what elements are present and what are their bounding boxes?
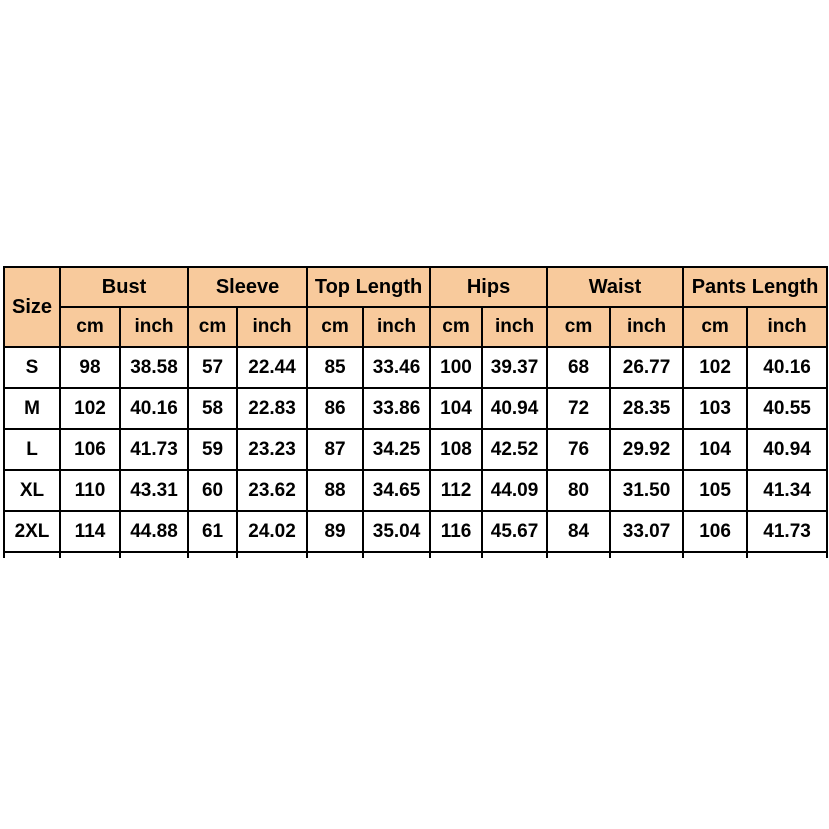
value-cell: 40.55 (746, 387, 829, 430)
value-cell: 100 (429, 346, 484, 389)
unit-hips-inch: inch (481, 306, 549, 348)
table-row-s: S 98 38.58 57 22.44 85 33.46 100 39.37 6… (3, 346, 829, 389)
value-cell: 44.88 (118, 510, 190, 553)
size-cell: L (3, 428, 61, 471)
value-cell: 22.83 (236, 387, 309, 430)
value-cell: 105 (682, 469, 749, 512)
unit-waist-cm: cm (546, 306, 612, 348)
header-group-sleeve: Sleeve (187, 266, 309, 308)
value-cell: 88 (306, 469, 365, 512)
table-row-xl: XL 110 43.31 60 23.62 88 34.65 112 44.09… (3, 469, 829, 512)
value-cell: 31.50 (609, 469, 685, 512)
value-cell: 106 (59, 428, 121, 471)
table-row-l: L 106 41.73 59 23.23 87 34.25 108 42.52 … (3, 428, 829, 471)
value-cell: 76 (546, 428, 612, 471)
value-cell: 89 (306, 510, 365, 553)
value-cell: 38.58 (118, 346, 190, 389)
value-cell: 106 (682, 510, 749, 553)
value-cell: 68 (546, 346, 612, 389)
value-cell: 44.09 (481, 469, 549, 512)
value-cell: 43.31 (118, 469, 190, 512)
header-unit-row: cm inch cm inch cm inch cm inch cm inch … (4, 306, 829, 348)
unit-bust-cm: cm (59, 306, 121, 348)
size-cell: XL (3, 469, 61, 512)
value-cell: 108 (429, 428, 484, 471)
value-cell: 33.07 (609, 510, 685, 553)
value-cell: 45.67 (481, 510, 549, 553)
table-row-m: M 102 40.16 58 22.83 86 33.86 104 40.94 … (3, 387, 829, 430)
unit-pants-length-cm: cm (682, 306, 749, 348)
header-group-row: Size Bust Sleeve Top Length Hips Waist P… (3, 266, 829, 348)
value-cell: 60 (187, 469, 239, 512)
value-cell: 87 (306, 428, 365, 471)
value-cell: 41.34 (746, 469, 829, 512)
unit-hips-cm: cm (429, 306, 484, 348)
header-group-bust: Bust (58, 266, 190, 308)
value-cell: 34.65 (362, 469, 432, 512)
cropped-row-stub (3, 551, 829, 558)
value-cell: 59 (187, 428, 239, 471)
value-cell: 84 (546, 510, 612, 553)
value-cell: 33.46 (362, 346, 432, 389)
value-cell: 42.52 (481, 428, 549, 471)
value-cell: 61 (187, 510, 239, 553)
unit-top-length-cm: cm (306, 306, 365, 348)
unit-waist-inch: inch (609, 306, 685, 348)
value-cell: 22.44 (236, 346, 309, 389)
table-row-2xl: 2XL 114 44.88 61 24.02 89 35.04 116 45.6… (3, 510, 829, 553)
value-cell: 41.73 (746, 510, 829, 553)
value-cell: 40.94 (746, 428, 829, 471)
value-cell: 39.37 (481, 346, 549, 389)
value-cell: 72 (546, 387, 612, 430)
value-cell: 112 (429, 469, 484, 512)
value-cell: 23.62 (236, 469, 309, 512)
unit-bust-inch: inch (118, 306, 190, 348)
value-cell: 40.16 (118, 387, 190, 430)
value-cell: 104 (429, 387, 484, 430)
value-cell: 41.73 (118, 428, 190, 471)
value-cell: 116 (429, 510, 484, 553)
value-cell: 80 (546, 469, 612, 512)
unit-top-length-inch: inch (362, 306, 432, 348)
value-cell: 26.77 (609, 346, 685, 389)
value-cell: 24.02 (236, 510, 309, 553)
value-cell: 102 (682, 346, 749, 389)
size-chart-table: Size Bust Sleeve Top Length Hips Waist P… (3, 266, 829, 558)
unit-pants-length-inch: inch (746, 306, 829, 348)
value-cell: 110 (59, 469, 121, 512)
value-cell: 40.16 (746, 346, 829, 389)
header-group-hips: Hips (429, 266, 549, 308)
size-cell: M (3, 387, 61, 430)
size-cell: 2XL (3, 510, 61, 553)
value-cell: 85 (306, 346, 365, 389)
value-cell: 103 (682, 387, 749, 430)
size-cell: S (3, 346, 61, 389)
header-group-waist: Waist (546, 266, 685, 308)
value-cell: 23.23 (236, 428, 309, 471)
unit-sleeve-inch: inch (236, 306, 309, 348)
value-cell: 58 (187, 387, 239, 430)
value-cell: 114 (59, 510, 121, 553)
value-cell: 33.86 (362, 387, 432, 430)
header-size: Size (3, 266, 61, 348)
header-group-pants-length: Pants Length (682, 266, 829, 308)
value-cell: 57 (187, 346, 239, 389)
value-cell: 86 (306, 387, 365, 430)
value-cell: 104 (682, 428, 749, 471)
value-cell: 34.25 (362, 428, 432, 471)
unit-sleeve-cm: cm (187, 306, 239, 348)
value-cell: 102 (59, 387, 121, 430)
value-cell: 98 (59, 346, 121, 389)
value-cell: 35.04 (362, 510, 432, 553)
header-group-top-length: Top Length (306, 266, 432, 308)
value-cell: 29.92 (609, 428, 685, 471)
value-cell: 28.35 (609, 387, 685, 430)
value-cell: 40.94 (481, 387, 549, 430)
